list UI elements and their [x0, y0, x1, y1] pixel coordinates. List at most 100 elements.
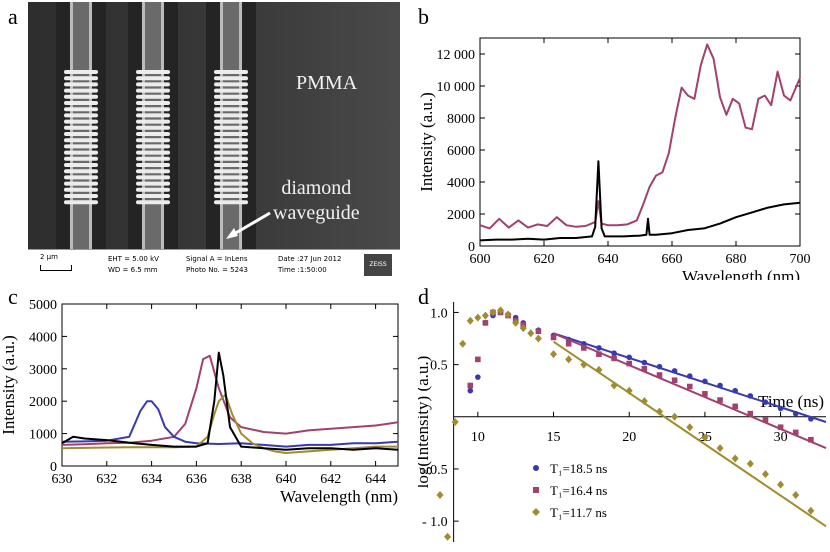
- data-point: [701, 433, 709, 442]
- y-tick-label: 4000: [447, 176, 475, 191]
- x-tick-label: 660: [662, 252, 683, 267]
- data-point: [671, 412, 679, 421]
- y-tick-label: 10 000: [437, 80, 476, 95]
- data-point: [466, 316, 474, 325]
- data-point: [792, 429, 799, 436]
- data-point: [747, 410, 754, 417]
- data-point: [626, 360, 633, 367]
- y-tick-label: 3000: [29, 363, 57, 378]
- pmma-label: PMMA: [296, 72, 358, 94]
- x-tick-label: 700: [790, 252, 811, 267]
- panel-label-b: b: [418, 4, 429, 29]
- data-point: [686, 383, 693, 390]
- zeiss-logo: ZEISS: [364, 254, 392, 276]
- scale-bar: [40, 265, 72, 271]
- legend-label: T₁=16.4 ns: [550, 483, 607, 498]
- data-point: [686, 423, 694, 432]
- legend-marker: [533, 487, 539, 493]
- data-point: [702, 391, 708, 397]
- series-line-black: [479, 160, 801, 242]
- date-label: Date :27 Jun 2012: [278, 255, 342, 263]
- y-tick-label: 1000: [29, 428, 57, 443]
- x-tick-label: 620: [534, 252, 555, 267]
- data-point: [481, 311, 489, 320]
- y-tick-label: - 0.5: [422, 463, 448, 478]
- x-tick-label: 642: [320, 472, 341, 487]
- y-axis-label: log(Intensity) (a.u.): [418, 356, 432, 489]
- x-tick-label: 680: [726, 252, 747, 267]
- waveguide-arrow: [226, 211, 271, 239]
- y-tick-label: 0.5: [430, 359, 448, 374]
- data-point: [640, 397, 648, 406]
- legend-label: T₁=11.7 ns: [550, 505, 607, 520]
- x-tick-label: 644: [365, 472, 386, 487]
- data-point: [475, 374, 481, 380]
- data-point: [792, 491, 800, 500]
- data-point: [777, 480, 785, 489]
- plot-frame: [61, 303, 399, 467]
- data-point: [807, 506, 815, 515]
- y-tick-label: 1.0: [430, 306, 448, 321]
- chart-c: 630 632 634 636 638 640 642 644 0 1000 2000 3000 400…: [0, 298, 399, 506]
- x-tick-label: 636: [186, 472, 207, 487]
- data-point: [504, 310, 512, 319]
- data-point: [512, 318, 520, 327]
- data-point: [595, 365, 603, 374]
- x-tick-label: 600: [470, 252, 491, 267]
- data-point: [535, 328, 542, 335]
- y-tick-label: 6000: [447, 144, 475, 159]
- data-point: [596, 351, 602, 357]
- series-line-purple: [61, 354, 399, 446]
- x-tick-label: 10: [471, 430, 485, 445]
- data-point: [580, 360, 588, 369]
- data-point: [565, 355, 573, 364]
- y-tick-label: 12 000: [437, 48, 476, 63]
- data-point: [451, 418, 459, 426]
- chart-b: 600 620 640 660 680 700 0 2000 4000 6000 8000 10 00…: [418, 37, 811, 280]
- x-tick-label: 640: [276, 472, 297, 487]
- data-point: [761, 470, 769, 479]
- panel-label-c: c: [8, 284, 18, 309]
- sem-info-bar: 2 μm EHT = 5.00 kV WD = 6.5 mm Signal A …: [28, 249, 400, 280]
- data-point: [565, 340, 572, 347]
- data-point: [482, 320, 489, 326]
- data-point: [534, 334, 542, 343]
- panel-label-a: a: [8, 4, 18, 29]
- data-point: [459, 339, 467, 348]
- data-point: [444, 532, 452, 541]
- waveguide-label: diamond waveguide: [273, 176, 360, 226]
- x-tick-label: 638: [231, 472, 252, 487]
- x-tick-label: 630: [52, 472, 73, 487]
- data-point: [641, 365, 648, 372]
- plot-frame: [479, 37, 801, 247]
- data-point: [436, 491, 444, 500]
- data-point: [746, 459, 754, 468]
- legend-label: T₁=18.5 ns: [550, 461, 607, 476]
- waveguide-label-line1: diamond: [281, 177, 352, 199]
- y-tick-label: 0: [50, 460, 57, 475]
- y-axis-label: Intensity (a.u.): [418, 92, 436, 192]
- data-point: [671, 377, 678, 384]
- data-point: [581, 345, 587, 351]
- y-tick-label: 4000: [29, 330, 57, 345]
- y-tick-label: 5000: [29, 298, 57, 313]
- legend-marker: [533, 465, 539, 471]
- data-point: [489, 308, 497, 317]
- x-axis-label: Wavelength (nm): [682, 267, 800, 280]
- data-point: [519, 324, 527, 333]
- data-point: [474, 313, 482, 322]
- sem-image: PMMA diamond waveguide 2 μm EHT = 5.00 k…: [28, 2, 400, 280]
- data-point: [717, 397, 723, 403]
- y-tick-label: 2000: [447, 208, 475, 223]
- data-point: [762, 417, 769, 423]
- data-point: [808, 436, 814, 443]
- legend-marker: [532, 508, 540, 516]
- waveguide-label-line2: waveguide: [273, 202, 360, 224]
- data-point: [527, 329, 535, 338]
- series-line-purple: [479, 43, 801, 230]
- panel-label-d: d: [418, 284, 429, 309]
- fit-line-purple: [553, 332, 827, 450]
- fit-line-blue: [553, 332, 827, 423]
- scale-bar-label: 2 μm: [40, 253, 58, 261]
